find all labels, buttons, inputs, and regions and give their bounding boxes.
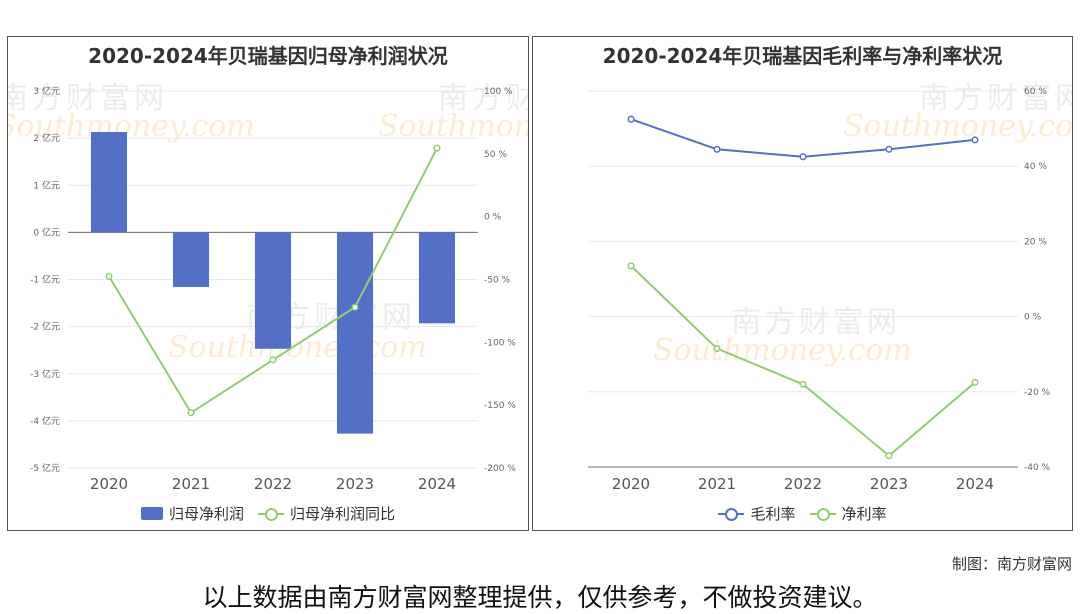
x-tick-label: 2021 [172, 475, 210, 493]
left-chart-panel: 南方财富网 Southmoney.com 南方财富网 Southmoney.co… [7, 36, 529, 531]
bar-net-profit [254, 232, 292, 349]
x-tick-label: 2020 [90, 475, 128, 493]
point-gross-margin [713, 145, 721, 153]
line-net-margin [630, 265, 976, 458]
y-tick-label-left: -3 亿元 [30, 368, 60, 380]
y-tick-label-right: 40 % [1024, 162, 1047, 172]
x-tick-label: 2020 [612, 475, 650, 493]
point-gross-margin [885, 145, 893, 153]
x-tick-label: 2023 [336, 475, 374, 493]
point-gross-margin [627, 115, 635, 123]
x-tick-label: 2024 [418, 475, 456, 493]
point-gross-margin [971, 136, 979, 144]
y-tick-label-right: 50 % [484, 150, 507, 160]
y-tick-label-right: -50 % [484, 276, 511, 286]
bar-swatch-icon [140, 507, 163, 520]
legend-item-net-profit-yoy[interactable]: 归母净利润同比 [258, 503, 395, 524]
y-tick-label-right: -200 % [484, 464, 516, 474]
legend-item-gross-margin[interactable]: 毛利率 [718, 503, 796, 524]
chart-legend: 归母净利润 归母净利润同比 [8, 503, 528, 524]
bar-net-profit [418, 232, 456, 324]
left-chart-plot: -5 亿元 -4 亿元 -3 亿元 -2 亿元 -1 亿元 0 亿元 1 亿元 2 亿元 3 亿… [30, 85, 516, 493]
x-tick-label: 2023 [870, 475, 908, 493]
point-net-profit-yoy [105, 272, 113, 280]
y-tick-label-right: 0 % [1024, 313, 1042, 323]
y-tick-label-left: -4 亿元 [30, 415, 60, 427]
legend-label: 毛利率 [750, 505, 796, 523]
y-tick-label-right: 60 % [1024, 87, 1047, 97]
x-tick-label: 2024 [956, 475, 994, 493]
y-tick-label-right: 100 % [484, 87, 513, 97]
point-net-margin [713, 345, 721, 353]
point-net-margin [799, 380, 807, 388]
legend-label: 净利率 [841, 505, 887, 523]
bar-net-profit [336, 232, 374, 434]
point-net-profit-yoy [269, 356, 277, 364]
y-tick-label-left: -1 亿元 [30, 274, 60, 286]
chart-title: 2020-2024年贝瑞基因归母净利润状况 [88, 44, 448, 68]
point-net-margin [971, 378, 979, 386]
point-net-profit-yoy [351, 303, 359, 311]
y-tick-label-right: 0 % [484, 213, 502, 223]
point-net-margin [627, 262, 635, 270]
chart-legend: 毛利率 净利率 [533, 503, 1072, 524]
y-tick-label-left: 0 亿元 [33, 226, 60, 238]
point-net-profit-yoy [187, 409, 195, 417]
x-tick-label: 2022 [254, 475, 292, 493]
y-tick-label-left: 1 亿元 [33, 179, 60, 191]
point-net-profit-yoy [433, 144, 441, 152]
x-tick-label: 2021 [698, 475, 736, 493]
point-net-margin [885, 452, 893, 460]
legend-label: 归母净利润同比 [290, 505, 396, 523]
y-tick-label-right: 20 % [1024, 237, 1047, 247]
y-tick-label-left: 2 亿元 [33, 132, 60, 144]
chart-credit: 制图：南方财富网 [951, 555, 1072, 573]
y-tick-label-right: -150 % [484, 401, 516, 411]
line-swatch-icon [258, 507, 284, 521]
disclaimer-text: 以上数据由南方财富网整理提供，仅供参考，不做投资建议。 [202, 583, 878, 612]
y-tick-label-left: 3 亿元 [33, 85, 60, 97]
y-tick-label-left: -2 亿元 [30, 321, 60, 333]
x-tick-label: 2022 [784, 475, 822, 493]
line-gross-margin [630, 118, 976, 158]
legend-label: 归母净利润 [168, 505, 244, 523]
chart-title: 2020-2024年贝瑞基因毛利率与净利率状况 [602, 44, 1003, 68]
right-chart-panel: 南方财富网 Southmoney.com 南方财富网 Southmoney.co… [532, 36, 1073, 531]
y-tick-label-right: -100 % [484, 338, 516, 348]
line-swatch-icon [718, 507, 745, 521]
line-swatch-icon [809, 507, 836, 521]
bar-net-profit [90, 131, 128, 233]
point-gross-margin [799, 153, 807, 161]
legend-item-net-margin[interactable]: 净利率 [809, 503, 887, 524]
bar-net-profit [172, 232, 210, 288]
y-tick-label-left: -5 亿元 [30, 462, 60, 474]
y-tick-label-right: -20 % [1024, 388, 1051, 398]
right-chart-plot: -40 % -20 % 0 % 20 % 40 % 60 % 2020 2021 2022 202… [588, 87, 1051, 493]
y-tick-label-right: -40 % [1024, 463, 1051, 473]
legend-item-net-profit[interactable]: 归母净利润 [140, 503, 244, 524]
